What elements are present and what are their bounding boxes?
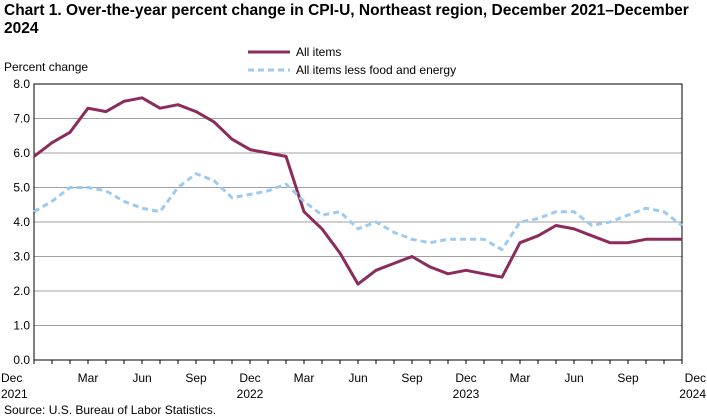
y-tick-label: 1.0 <box>13 319 30 333</box>
y-tick-label: 5.0 <box>13 181 30 195</box>
series-line-all-items <box>33 96 682 286</box>
x-tick-label: Dec <box>1 371 22 385</box>
x-tick-label: Mar <box>294 371 315 385</box>
x-tick-year-label: 2022 <box>237 387 264 401</box>
y-tick-label: 0.0 <box>13 353 30 367</box>
y-axis-title: Percent change <box>4 60 88 74</box>
y-tick-label: 4.0 <box>13 215 30 229</box>
y-tick-label: 8.0 <box>13 77 30 91</box>
y-tick-label: 7.0 <box>13 112 30 126</box>
axes <box>33 83 683 364</box>
x-tick-label: Jun <box>564 371 583 385</box>
legend-label: All items <box>296 45 341 59</box>
x-tick-label: Mar <box>510 371 531 385</box>
y-tick-label: 6.0 <box>13 146 30 160</box>
gridlines <box>34 83 682 326</box>
x-tick-label: Sep <box>401 371 423 385</box>
x-tick-label: Dec <box>685 371 706 385</box>
x-tick-label: Jun <box>348 371 367 385</box>
y-tick-label: 2.0 <box>13 284 30 298</box>
x-tick-year-label: 2024 <box>679 387 706 401</box>
series-lines <box>33 96 683 286</box>
x-tick-year-label: 2021 <box>1 387 28 401</box>
x-tick-label: Dec <box>455 371 476 385</box>
source-note: Source: U.S. Bureau of Labor Statistics. <box>4 403 217 417</box>
chart-title: Chart 1. Over-the-year percent change in… <box>4 2 689 37</box>
tick-labels: 0.0 1.0 2.0 3.0 4.0 5.0 6.0 7.0 8.0 Dec 2021 Mar Jun… <box>1 60 706 401</box>
legend-label: All items less food and energy <box>296 63 456 77</box>
x-tick-label: Sep <box>617 371 639 385</box>
x-tick-label: Jun <box>132 371 151 385</box>
legend: All items All items less food and energy <box>248 45 456 77</box>
x-tick-year-label: 2023 <box>453 387 480 401</box>
y-tick-label: 3.0 <box>13 250 30 264</box>
x-tick-label: Mar <box>78 371 99 385</box>
x-tick-label: Dec <box>239 371 260 385</box>
series-line-core <box>33 172 683 252</box>
x-tick-label: Sep <box>185 371 207 385</box>
